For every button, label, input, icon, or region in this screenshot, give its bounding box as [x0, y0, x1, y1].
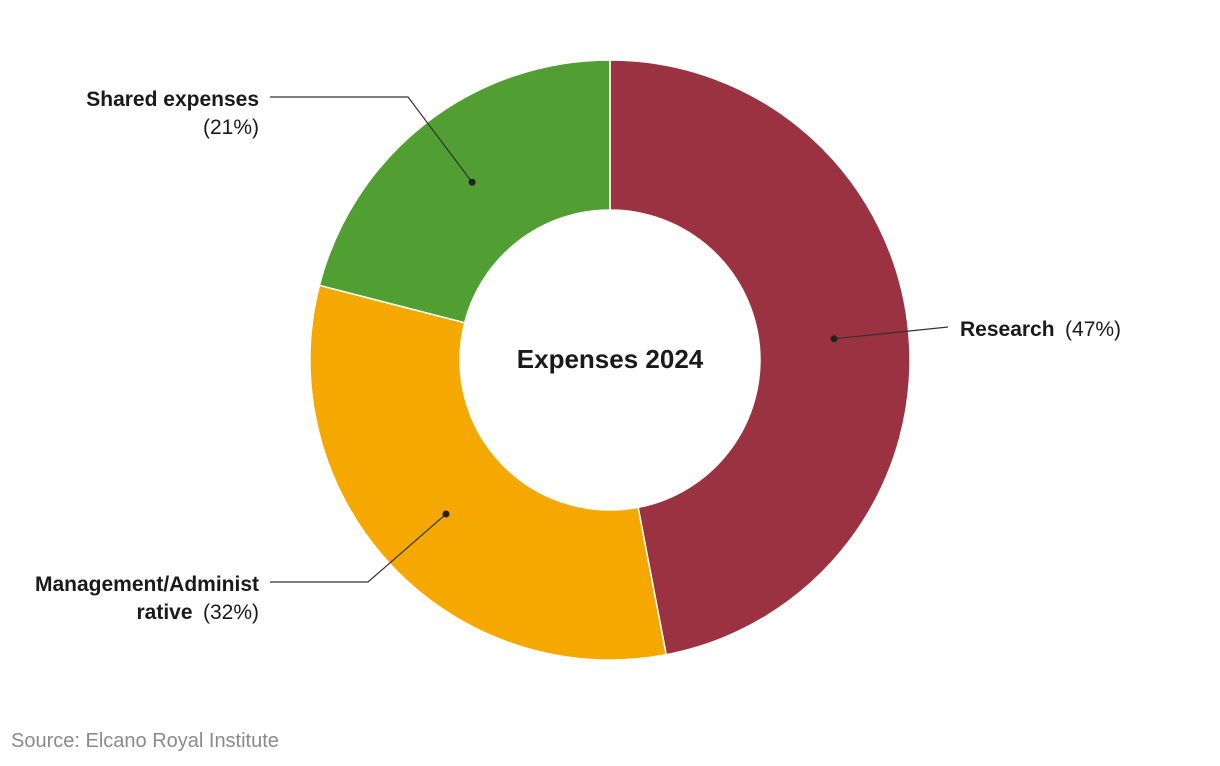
chart-center-title: Expenses 2024	[517, 344, 704, 374]
slice-label-shared-expenses-name: Shared expenses	[86, 88, 259, 111]
slice-research	[609, 59, 911, 656]
slice-management-administ	[309, 284, 668, 661]
leader-shared-expenses-line	[270, 96, 473, 183]
leader-management-line	[270, 513, 447, 583]
leader-lines	[270, 96, 949, 583]
slice-label-management-line2: rative (32%)	[136, 601, 259, 624]
slice-label-management-name: Management/Administ	[35, 573, 259, 596]
leader-shared-expenses-dot	[468, 178, 476, 186]
slice-shared-expenses	[318, 59, 611, 324]
slice-label-management-name-line2: rative	[136, 601, 192, 624]
slice-label-research-name: Research	[960, 318, 1055, 341]
slice-label-research-pct: (47%)	[1065, 318, 1121, 341]
source-note: Source: Elcano Royal Institute	[11, 730, 279, 752]
leader-management-dot	[442, 510, 450, 518]
slice-label-research: Research (47%)	[960, 318, 1121, 341]
slice-label-management-pct: (32%)	[203, 601, 259, 624]
leader-research-dot	[830, 335, 838, 343]
leader-research-line	[833, 326, 949, 340]
slice-label-shared-expenses-pct: (21%)	[203, 116, 259, 139]
donut-slices	[309, 59, 911, 661]
